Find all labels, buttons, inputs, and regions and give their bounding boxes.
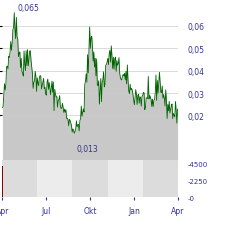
Bar — [143, 160, 178, 198]
Bar — [108, 160, 143, 198]
Text: 0,065: 0,065 — [18, 4, 40, 13]
Text: 0,013: 0,013 — [76, 145, 98, 154]
Bar — [2, 160, 37, 198]
Bar — [72, 160, 108, 198]
Bar — [2, 166, 3, 198]
Bar — [37, 160, 72, 198]
